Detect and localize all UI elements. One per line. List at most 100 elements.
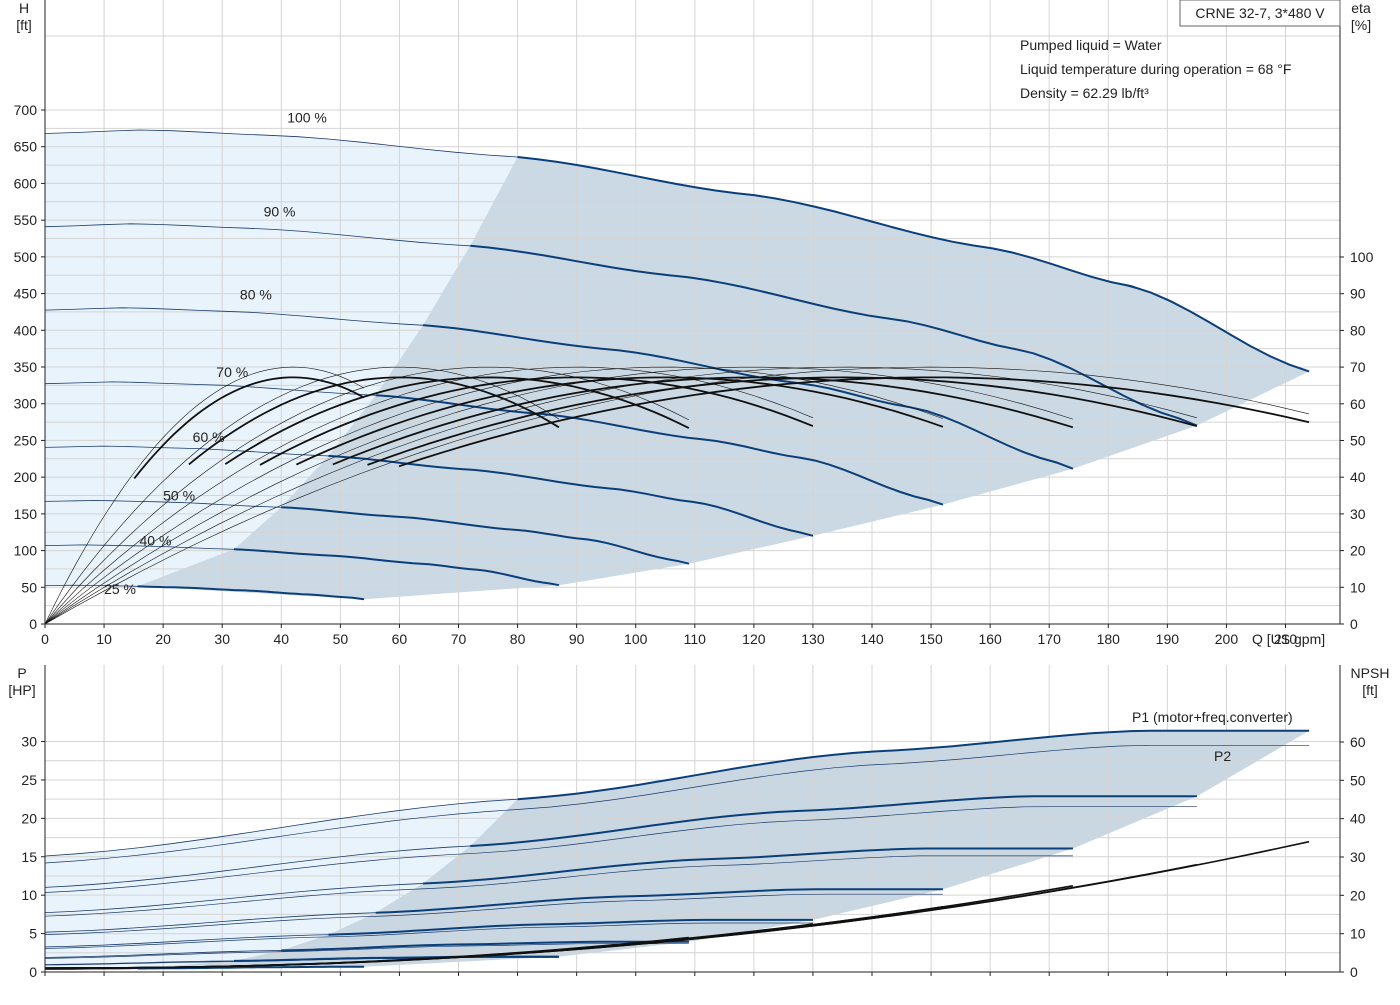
npsh-tick-label: 40	[1350, 811, 1366, 827]
y-tick-label: 400	[14, 322, 38, 338]
chart-title: CRNE 32-7, 3*480 V	[1195, 5, 1325, 21]
eta-tick-label: 0	[1350, 616, 1358, 632]
p-tick-label: 0	[29, 964, 37, 980]
y-tick-label: 450	[14, 286, 38, 302]
speed-label: 100 %	[287, 109, 327, 125]
speed-label: 25 %	[104, 581, 136, 597]
y-tick-label: 0	[29, 616, 37, 632]
p2-curve	[44, 893, 943, 935]
p1-curve	[423, 847, 1073, 885]
x-tick-label: 130	[801, 631, 825, 647]
x-tick-label: 40	[273, 631, 289, 647]
p-axis-unit: [HP]	[8, 682, 35, 698]
head-curve-50	[281, 506, 690, 565]
y-tick-label: 200	[14, 469, 38, 485]
x-tick-label: 150	[919, 631, 943, 647]
power-npsh-panel: P1 (motor+freq.converter)P20510152025300…	[8, 665, 1389, 980]
eta-tick-label: 90	[1350, 286, 1366, 302]
p1-curve	[281, 940, 689, 952]
eta-curve-thin	[44, 366, 814, 625]
chart-note: Density = 62.29 lb/ft³	[1020, 85, 1149, 101]
eta-tick-label: 100	[1350, 249, 1374, 265]
npsh-tick-label: 60	[1350, 734, 1366, 750]
y-tick-label: 700	[14, 102, 38, 118]
eta-curve	[367, 376, 1198, 466]
p-tick-label: 15	[21, 849, 37, 865]
x-axis-label: Q [US gpm]	[1252, 631, 1325, 647]
npsh-tick-label: 20	[1350, 887, 1366, 903]
x-tick-label: 90	[569, 631, 585, 647]
eta-curve-thin	[44, 366, 690, 625]
head-curve-90	[470, 244, 1198, 427]
npsh-tick-label: 30	[1350, 849, 1366, 865]
y-tick-label: 350	[14, 359, 38, 375]
eta-curve-thin	[44, 366, 944, 625]
p2-curve	[44, 855, 1073, 917]
x-tick-label: 210	[1274, 631, 1298, 647]
y-tick-label: 550	[14, 212, 38, 228]
p2-curve	[44, 806, 1197, 893]
eta-curve	[259, 376, 814, 466]
y-axis-unit: [ft]	[16, 17, 32, 33]
eta-tick-label: 80	[1350, 322, 1366, 338]
x-tick-label: 180	[1097, 631, 1121, 647]
y-tick-label: 250	[14, 432, 38, 448]
y-tick-label: 150	[14, 506, 38, 522]
head-curve-60	[328, 454, 814, 537]
npsh-curve	[45, 936, 689, 969]
speed-label: 50 %	[163, 488, 195, 504]
eta-axis-unit: [%]	[1351, 17, 1371, 33]
eta-tick-label: 10	[1350, 579, 1366, 595]
eta-tick-label: 70	[1350, 359, 1366, 375]
eta-tick-label: 60	[1350, 396, 1366, 412]
p1-curve	[233, 955, 559, 962]
head-curve-40	[233, 548, 560, 587]
head-efficiency-panel: 100 %90 %80 %70 %60 %50 %40 %25 %0501001…	[14, 0, 1374, 647]
p2-curve	[44, 943, 689, 959]
x-tick-label: 60	[392, 631, 408, 647]
x-tick-label: 110	[684, 631, 707, 647]
p-tick-label: 10	[21, 887, 37, 903]
eta-tick-label: 20	[1350, 543, 1366, 559]
eta-curve	[188, 376, 560, 466]
y-tick-label: 650	[14, 139, 38, 155]
x-tick-label: 190	[1156, 631, 1180, 647]
chart-note: Liquid temperature during operation = 68…	[1020, 61, 1291, 77]
y-tick-label: 300	[14, 396, 38, 412]
p-tick-label: 30	[21, 734, 37, 750]
x-tick-label: 20	[155, 631, 171, 647]
y-tick-label: 100	[14, 543, 38, 559]
p-tick-label: 20	[21, 810, 37, 826]
speed-label: 80 %	[240, 286, 272, 302]
y-axis-label: H	[19, 0, 29, 16]
x-tick-label: 0	[41, 631, 49, 647]
speed-label: 70 %	[216, 364, 248, 380]
p1-curve	[470, 795, 1197, 847]
p2-label: P2	[1214, 748, 1231, 764]
npsh-axis-unit: [ft]	[1362, 682, 1378, 698]
eta-tick-label: 50	[1350, 433, 1366, 449]
x-tick-label: 120	[742, 631, 766, 647]
eta-curve-thin	[44, 366, 560, 625]
p-axis-label: P	[17, 665, 26, 681]
x-tick-label: 80	[510, 631, 526, 647]
npsh-tick-label: 10	[1350, 926, 1366, 942]
eta-tick-label: 40	[1350, 469, 1366, 485]
x-tick-label: 170	[1038, 631, 1062, 647]
eta-curve	[133, 376, 365, 479]
p1-curve	[328, 918, 813, 936]
x-tick-label: 10	[96, 631, 112, 647]
y-tick-label: 50	[21, 579, 37, 595]
p-tick-label: 25	[21, 772, 37, 788]
head-curve-100	[517, 156, 1310, 373]
x-tick-label: 160	[978, 631, 1002, 647]
p2-curve	[44, 922, 813, 949]
x-tick-label: 30	[214, 631, 230, 647]
x-tick-label: 200	[1215, 631, 1239, 647]
eta-curve	[224, 376, 690, 465]
x-tick-label: 70	[451, 631, 467, 647]
x-tick-label: 100	[624, 631, 648, 647]
chart-note: Pumped liquid = Water	[1020, 37, 1162, 53]
